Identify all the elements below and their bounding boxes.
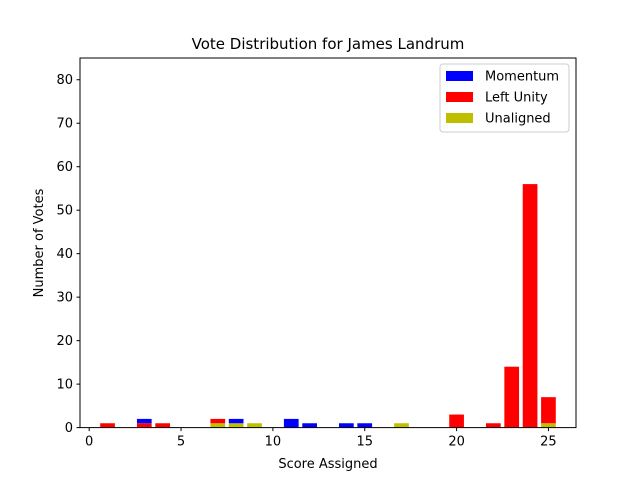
bar-left-unity-score-25 — [541, 397, 556, 424]
x-tick-label: 10 — [265, 435, 282, 450]
bar-momentum-score-8 — [228, 418, 244, 424]
y-tick-label: 80 — [56, 73, 73, 88]
y-tick-label: 20 — [56, 334, 73, 349]
x-tick-label: 0 — [85, 435, 93, 450]
legend-label-momentum: Momentum — [485, 70, 559, 85]
bar-left-unity-score-24 — [522, 184, 538, 428]
y-tick-label: 40 — [56, 247, 73, 262]
plot-frame — [79, 57, 577, 429]
y-tick-label: 0 — [65, 421, 73, 436]
chart-title: Vote Distribution for James Landrum — [192, 35, 465, 53]
bars-layer — [100, 184, 556, 428]
legend: Momentum Left Unity Unaligned — [439, 63, 570, 133]
bar-unaligned-score-9 — [247, 423, 262, 428]
legend-label-unaligned: Unaligned — [485, 112, 551, 127]
bar-unaligned-score-17 — [394, 423, 409, 428]
y-tick-label: 60 — [56, 160, 73, 175]
y-axis-label: Number of Votes — [32, 188, 47, 297]
y-axis-ticks: 0 10 20 30 40 50 60 70 80 — [56, 73, 80, 436]
x-axis-label: Score Assigned — [278, 457, 377, 472]
y-tick-label: 50 — [56, 204, 73, 219]
bar-unaligned-score-25 — [541, 423, 556, 428]
y-tick-label: 30 — [56, 291, 73, 306]
legend-swatch-momentum — [446, 71, 473, 81]
bar-momentum-score-3 — [136, 418, 152, 424]
bar-left-unity-score-20 — [449, 414, 464, 428]
bar-unaligned-score-8 — [228, 423, 244, 428]
x-axis-ticks: 0 5 10 15 20 25 — [85, 427, 557, 450]
bar-momentum-score-12 — [302, 423, 317, 428]
bar-unaligned-score-7 — [210, 423, 226, 428]
bar-left-unity-score-7 — [210, 418, 226, 424]
bar-left-unity-score-4 — [155, 423, 171, 428]
y-tick-label: 70 — [56, 117, 73, 132]
x-tick-label: 15 — [356, 435, 373, 450]
legend-swatch-left-unity — [446, 92, 473, 102]
bar-left-unity-score-3 — [136, 423, 152, 428]
bar-momentum-score-11 — [283, 418, 299, 428]
bar-left-unity-score-22 — [485, 423, 501, 428]
bar-momentum-score-15 — [357, 423, 373, 428]
legend-label-left-unity: Left Unity — [485, 91, 548, 106]
x-tick-label: 20 — [448, 435, 465, 450]
legend-swatch-unaligned — [446, 113, 473, 123]
bar-left-unity-score-23 — [504, 366, 520, 428]
y-tick-label: 10 — [56, 378, 73, 393]
x-tick-label: 5 — [177, 435, 185, 450]
x-tick-label: 25 — [540, 435, 557, 450]
bar-momentum-score-14 — [339, 423, 354, 428]
bar-left-unity-score-1 — [100, 423, 115, 428]
